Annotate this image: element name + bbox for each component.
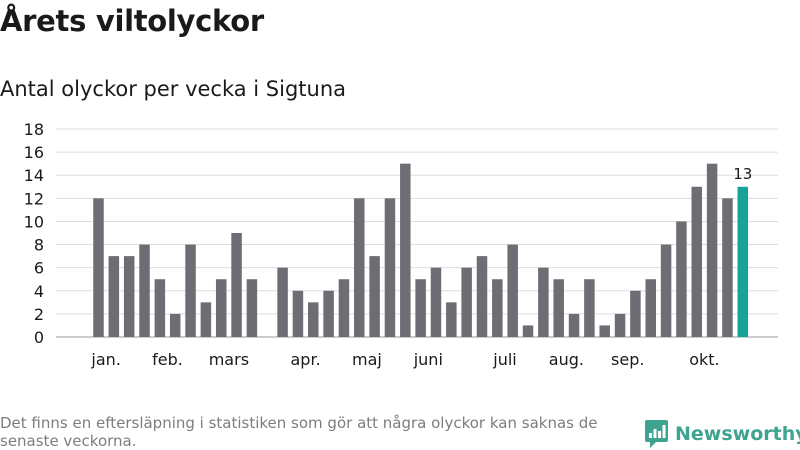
x-tick-label: apr. (291, 350, 321, 369)
bar (614, 313, 626, 337)
bar (231, 233, 242, 337)
bar (292, 290, 304, 337)
x-tick-label: aug. (549, 350, 584, 369)
bar (323, 290, 334, 337)
bar (461, 267, 472, 337)
y-tick-label: 18 (24, 120, 44, 139)
bar (369, 256, 380, 337)
bar (660, 244, 672, 337)
bar (507, 244, 518, 337)
bar (415, 279, 426, 337)
bar (492, 279, 503, 337)
y-tick-label: 16 (24, 143, 44, 162)
x-tick-label: sep. (611, 350, 644, 369)
bar (476, 256, 488, 337)
bar (538, 267, 549, 337)
bar (246, 279, 258, 337)
bar (200, 302, 212, 337)
highlighted-bar (737, 186, 749, 337)
bar (277, 267, 288, 337)
bars (93, 163, 749, 337)
bar (123, 256, 135, 337)
x-tick-label: maj (352, 350, 382, 369)
newsworthy-logo-icon (645, 420, 668, 448)
bar (430, 267, 442, 337)
brand-name: Newsworthy (675, 423, 800, 445)
bar (215, 279, 227, 337)
bar (522, 325, 534, 337)
x-tick-label: juni (413, 350, 443, 369)
data-label: 13 (733, 165, 752, 183)
bar (384, 198, 396, 337)
y-tick-label: 14 (24, 166, 44, 185)
bar (691, 186, 703, 337)
bar (93, 198, 104, 337)
bar (722, 198, 733, 337)
y-tick-label: 2 (34, 305, 44, 324)
bar (630, 290, 641, 337)
bar (584, 279, 595, 337)
labels: 0 2 4 6 8 10 12 14 16 18 13 jan. feb. mars apr. maj juni… (24, 120, 753, 369)
y-tick-label: 12 (24, 189, 44, 208)
bar (446, 302, 457, 337)
bar (553, 279, 564, 337)
y-tick-label: 0 (34, 328, 44, 347)
chart-title: Årets viltolyckor (0, 4, 264, 38)
bar (354, 198, 365, 337)
x-tick-label: juli (492, 350, 516, 369)
bar (139, 244, 150, 337)
bar (154, 279, 166, 337)
bar (645, 279, 656, 337)
y-tick-label: 10 (24, 212, 44, 231)
bar (185, 244, 196, 337)
x-tick-label: okt. (689, 350, 719, 369)
bar (676, 221, 687, 337)
chart-subtitle: Antal olyckor per vecka i Sigtuna (0, 77, 347, 101)
x-tick-label: feb. (152, 350, 183, 369)
bar (706, 163, 718, 337)
brand-logo: Newsworthy (644, 419, 800, 449)
y-tick-label: 4 (34, 282, 44, 301)
y-tick-label: 6 (34, 259, 44, 278)
bar (308, 302, 319, 337)
bar-chart: 0 2 4 6 8 10 12 14 16 18 13 jan. feb. mars apr. maj juni… (24, 120, 778, 369)
bar (568, 313, 580, 337)
y-tick-label: 8 (34, 236, 44, 255)
footnote: Det finns en eftersläpning i statistiken… (0, 414, 598, 450)
bar (400, 163, 411, 337)
bar (108, 256, 120, 337)
x-tick-label: mars (209, 350, 249, 369)
bar (599, 325, 610, 337)
x-tick-label: jan. (90, 350, 120, 369)
bar (338, 279, 350, 337)
bar (169, 313, 181, 337)
